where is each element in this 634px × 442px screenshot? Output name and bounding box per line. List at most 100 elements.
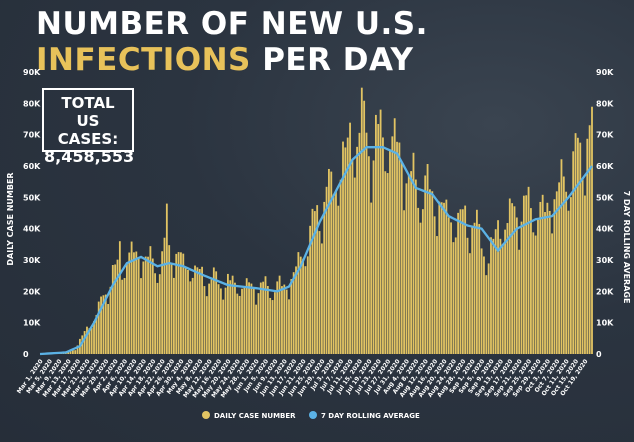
daily-case-bar: [405, 183, 408, 354]
daily-case-bar: [342, 141, 344, 354]
daily-case-bar: [445, 199, 448, 354]
daily-case-bar: [553, 199, 556, 354]
daily-case-bar: [468, 253, 471, 354]
daily-case-bar: [379, 109, 382, 354]
left-y-axis-label: DAILY CASE NUMBER: [6, 172, 15, 265]
daily-case-bar: [126, 263, 128, 354]
daily-case-bar: [264, 276, 267, 354]
daily-case-bar: [339, 179, 342, 354]
daily-case-bar: [386, 173, 389, 354]
daily-case-bar: [461, 209, 464, 354]
chart-title-line1: NUMBER OF NEW U.S.: [36, 6, 428, 42]
legend-label-average: 7 DAY ROLLING AVERAGE: [321, 412, 420, 420]
daily-case-bar: [191, 277, 194, 354]
daily-case-bar: [471, 226, 474, 354]
daily-case-bar: [165, 203, 168, 354]
daily-case-bar: [576, 137, 579, 354]
daily-case-bar: [93, 321, 95, 354]
daily-case-bar: [76, 345, 79, 354]
daily-case-bar: [567, 210, 570, 354]
daily-case-bar: [140, 278, 142, 354]
daily-case-bar: [525, 195, 528, 354]
daily-case-bar: [344, 147, 347, 354]
daily-case-bar: [417, 207, 420, 354]
daily-case-bar: [212, 267, 215, 354]
daily-case-bar: [337, 205, 340, 354]
daily-case-bar: [273, 292, 276, 354]
daily-case-bar: [483, 256, 485, 354]
daily-case-bar: [86, 326, 88, 354]
daily-case-bar: [544, 212, 546, 354]
daily-case-bar: [252, 288, 255, 354]
daily-case-bar: [527, 186, 530, 354]
daily-case-bar: [551, 233, 553, 354]
daily-case-bar: [487, 263, 490, 354]
daily-case-bar: [591, 106, 593, 354]
daily-case-bar: [478, 223, 481, 354]
y-tick-label-right: 80K: [596, 99, 614, 108]
y-tick-label-left: 40K: [23, 225, 41, 234]
daily-case-bar: [217, 284, 220, 354]
y-tick-label-right: 10K: [596, 319, 614, 328]
daily-case-bar: [433, 216, 436, 354]
daily-case-bar: [532, 232, 535, 354]
y-tick-label-right: 60K: [596, 162, 614, 171]
daily-case-bar: [515, 217, 518, 354]
daily-case-bar: [205, 296, 208, 354]
daily-case-bar: [154, 273, 157, 354]
daily-case-bar: [393, 118, 396, 354]
daily-case-bar: [429, 189, 431, 354]
daily-case-bar: [123, 278, 126, 354]
daily-case-bar: [323, 201, 326, 354]
daily-case-bar: [400, 162, 403, 354]
daily-case-bar: [325, 186, 328, 354]
daily-case-bar: [508, 198, 511, 354]
daily-case-bar: [283, 284, 286, 354]
y-tick-label-left: 80K: [23, 99, 41, 108]
daily-case-bar: [346, 137, 349, 354]
daily-case-bar: [490, 237, 492, 354]
daily-case-bar: [81, 335, 84, 354]
daily-case-bar: [196, 267, 199, 354]
daily-case-bar: [262, 281, 265, 354]
daily-case-bar: [259, 282, 262, 354]
daily-case-bar: [450, 222, 452, 354]
daily-case-bar: [548, 210, 551, 354]
legend: DAILY CASE NUMBER 7 DAY ROLLING AVERAGE: [202, 411, 420, 420]
daily-case-bar: [372, 160, 375, 354]
daily-case-bar: [370, 202, 373, 354]
daily-case-bar: [302, 258, 304, 354]
daily-case-bar: [506, 223, 509, 354]
daily-case-bar: [520, 221, 523, 354]
daily-case-bar: [109, 286, 112, 354]
total-label-line2: US CASES:: [57, 112, 119, 148]
daily-case-bar: [311, 208, 314, 354]
daily-case-bar: [464, 205, 467, 354]
daily-case-bar: [572, 151, 575, 354]
daily-case-bar: [201, 266, 203, 354]
daily-case-bar: [539, 201, 542, 354]
daily-case-bar: [558, 182, 561, 354]
daily-case-bar: [245, 278, 248, 354]
total-cases-value: 8,458,553: [44, 147, 135, 166]
daily-case-bar: [161, 251, 164, 354]
daily-case-bar: [546, 202, 549, 354]
daily-case-bar: [353, 177, 356, 354]
daily-case-bar: [184, 267, 187, 354]
daily-case-bar: [374, 114, 377, 354]
daily-case-bar: [560, 159, 563, 354]
y-tick-label-right: 40K: [596, 225, 614, 234]
daily-case-bar: [95, 315, 98, 354]
daily-case-bar: [147, 256, 149, 354]
daily-case-bar: [142, 261, 145, 354]
daily-case-bar: [537, 220, 539, 354]
daily-case-bar: [407, 174, 410, 354]
daily-case-bar: [440, 202, 443, 354]
daily-case-bar: [360, 87, 363, 355]
daily-case-bar: [208, 283, 211, 354]
daily-case-bar: [574, 133, 577, 354]
y-tick-label-left: 90K: [23, 68, 41, 77]
daily-case-bar: [316, 205, 319, 354]
